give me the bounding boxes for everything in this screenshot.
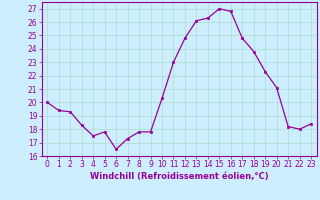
X-axis label: Windchill (Refroidissement éolien,°C): Windchill (Refroidissement éolien,°C) [90, 172, 268, 181]
